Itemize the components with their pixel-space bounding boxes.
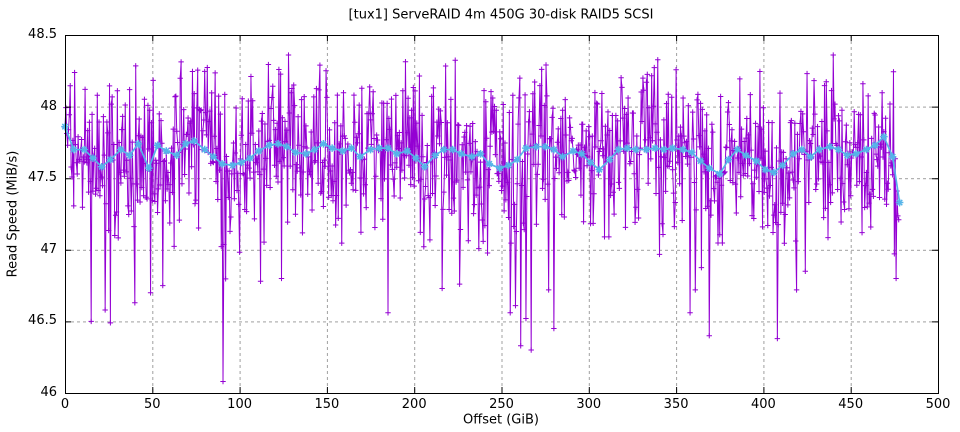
y-tick-label: 47 — [40, 241, 57, 257]
x-axis-label: Offset (GiB) — [463, 412, 539, 428]
y-tick-label: 47.5 — [28, 170, 57, 186]
x-tick-label: 250 — [489, 397, 514, 412]
y-tick-label: 46.5 — [28, 313, 57, 329]
chart-title: [tux1] ServeRAID 4m 450G 30-disk RAID5 S… — [348, 7, 654, 23]
y-tick-label: 48.5 — [28, 27, 57, 42]
x-tick-label: 500 — [925, 397, 951, 412]
x-tick-label: 450 — [838, 397, 864, 412]
x-tick-label: 150 — [314, 397, 340, 412]
y-tick-label: 48 — [40, 98, 57, 114]
x-tick-label: 0 — [60, 397, 70, 412]
x-tick-label: 400 — [750, 397, 776, 412]
x-tick-label: 50 — [144, 397, 161, 412]
x-tick-label: 300 — [576, 397, 602, 412]
x-tick-label: 100 — [227, 397, 253, 412]
x-tick-label: 350 — [663, 397, 689, 412]
x-tick-label: 200 — [401, 397, 427, 412]
y-tick-label: 46 — [40, 385, 57, 400]
